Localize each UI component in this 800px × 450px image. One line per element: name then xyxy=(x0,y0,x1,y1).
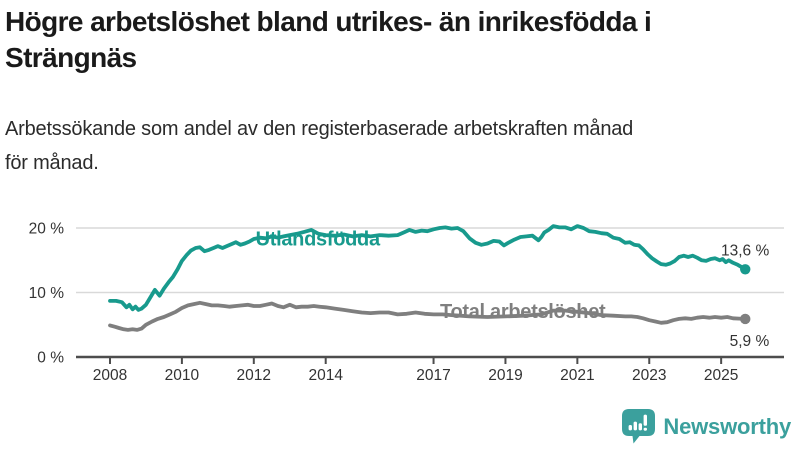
chart-subtitle: Arbetssökande som andel av den registerb… xyxy=(5,112,785,180)
y-tick-label-10: 10 % xyxy=(29,285,65,302)
series-label-0: Utlandsfödda xyxy=(256,229,381,251)
x-tick-label-2008: 2008 xyxy=(93,367,127,384)
newsworthy-logo-icon xyxy=(622,409,656,444)
x-tick-label-2012: 2012 xyxy=(237,367,271,384)
x-tick-label-2023: 2023 xyxy=(632,367,666,384)
page-title-line1: Högre arbetslöshet bland utrikes- än inr… xyxy=(5,6,652,37)
series-line-1 xyxy=(108,300,748,332)
series-label-1: Total arbetslöshet xyxy=(440,301,606,323)
chart-subtitle-line2: för månad. xyxy=(5,152,99,174)
x-tick-label-2014: 2014 xyxy=(308,367,343,384)
chart-canvas: Utlandsfödda Total arbetslöshet 2008 2010 20… xyxy=(29,221,784,384)
end-dot-0 xyxy=(740,264,751,275)
x-tick-label-2019: 2019 xyxy=(488,367,522,384)
y-tick-label-20: 20 % xyxy=(29,221,65,238)
x-tick-label-2025: 2025 xyxy=(704,367,738,384)
end-value-label-0: 13,6 % xyxy=(721,242,769,259)
chart-subtitle-line1: Arbetssökande som andel av den registerb… xyxy=(5,118,634,140)
end-dot-1 xyxy=(740,313,751,325)
unemployment-line-chart: Utlandsfödda Total arbetslöshet 2008 2010 20… xyxy=(0,198,800,393)
newsworthy-logo: Newsworthy xyxy=(622,409,791,445)
series-line-0 xyxy=(108,224,748,312)
y-tick-label-0: 0 % xyxy=(37,350,64,367)
x-tick-label-2017: 2017 xyxy=(416,367,450,384)
x-tick-label-2021: 2021 xyxy=(560,367,594,384)
end-value-label-1: 5,9 % xyxy=(730,333,770,350)
page-title-line2: Strängnäs xyxy=(5,42,137,73)
page-title: Högre arbetslöshet bland utrikes- än inr… xyxy=(5,4,797,76)
x-tick-label-2010: 2010 xyxy=(165,367,200,384)
newsworthy-logo-text: Newsworthy xyxy=(663,414,791,439)
